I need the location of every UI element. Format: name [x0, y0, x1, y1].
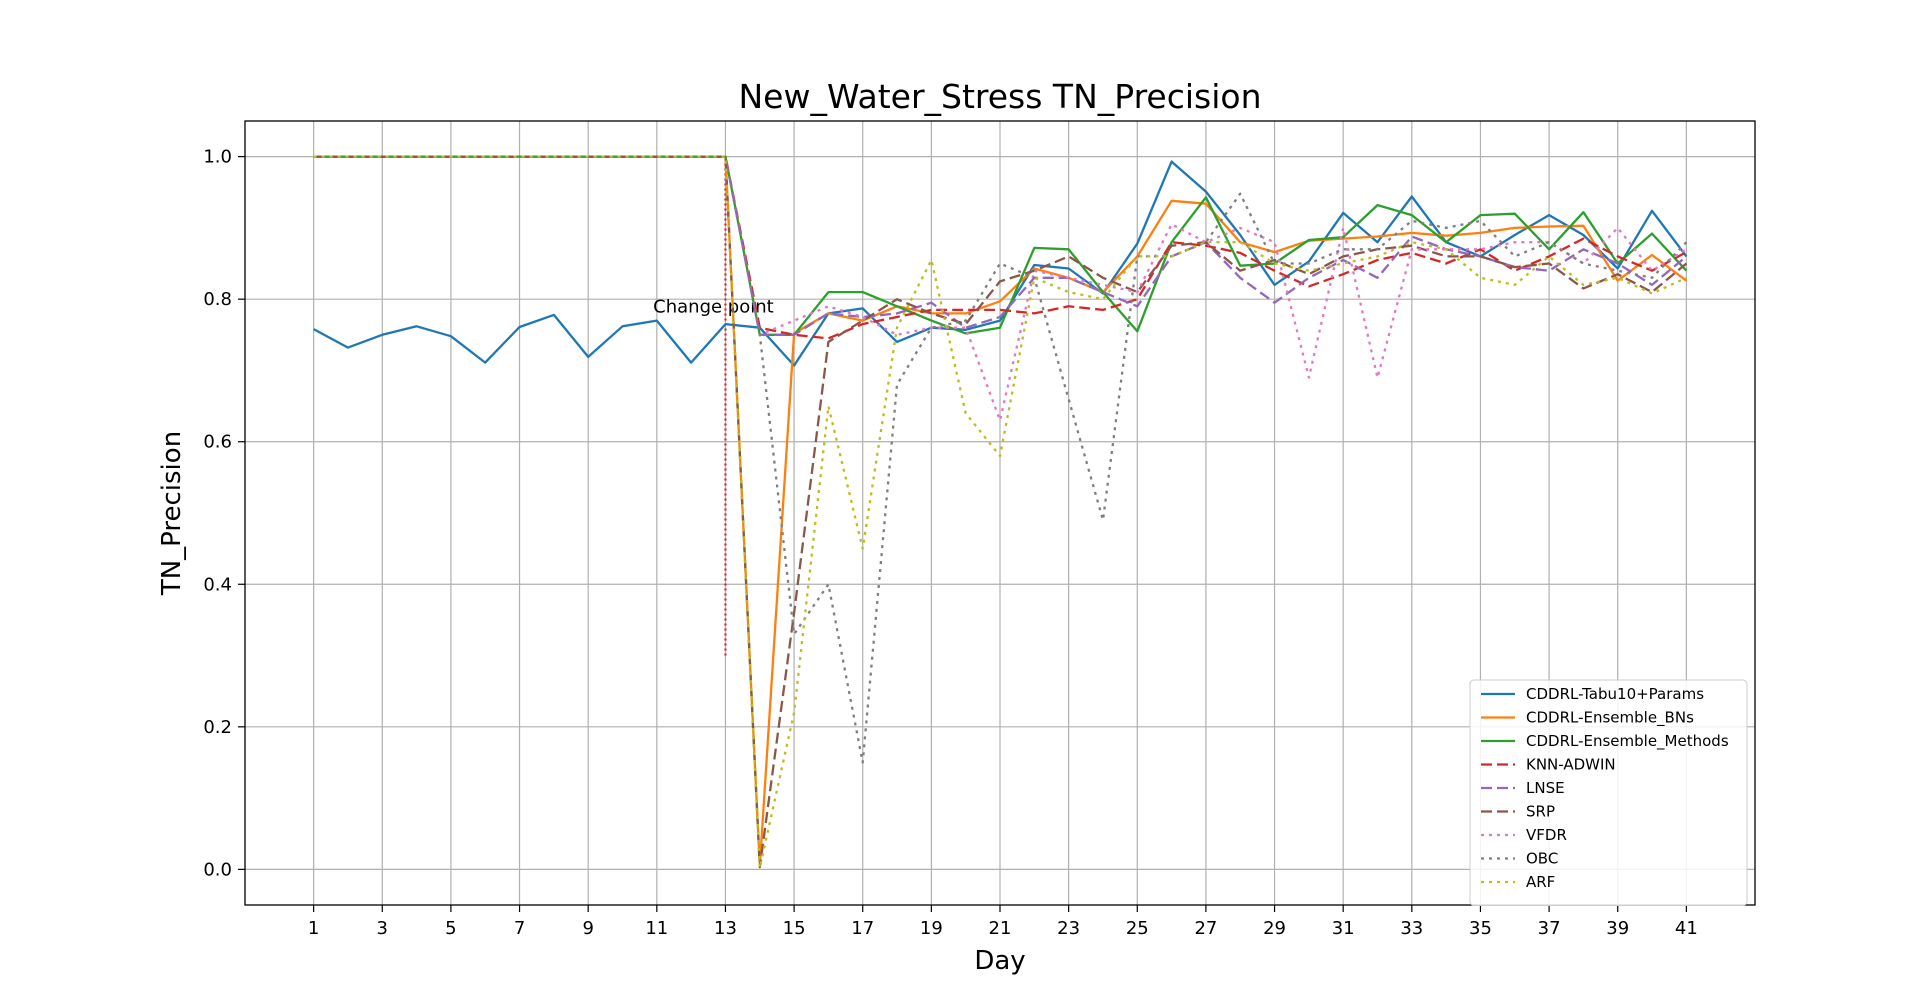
x-tick-label: 19	[920, 918, 943, 939]
x-tick-label: 33	[1400, 918, 1423, 939]
x-tick-label: 5	[445, 918, 456, 939]
x-tick-label: 25	[1126, 918, 1149, 939]
y-axis-label: TN_Precision	[157, 431, 187, 596]
y-tick-label: 0.0	[203, 859, 232, 880]
series-line-cddrl-tabu10-params	[313, 160, 1688, 367]
y-tick-label: 0.8	[203, 289, 232, 310]
x-tick-label: 11	[645, 918, 668, 939]
x-axis-ticks: 1 3 5 7 9 11 13 15 17 19 21 23 25 27 29 31 33 35 37 39 41	[308, 905, 1698, 939]
chart-title: New_Water_Stress TN_Precision	[738, 77, 1261, 116]
legend-entry: LNSE	[1526, 779, 1565, 797]
series-lines	[313, 155, 1688, 870]
y-tick-label: 0.4	[203, 574, 232, 595]
x-tick-label: 29	[1263, 918, 1286, 939]
y-tick-label: 1.0	[203, 147, 232, 168]
legend-entry: CDDRL-Tabu10+Params	[1526, 685, 1704, 703]
x-tick-label: 13	[714, 918, 737, 939]
x-tick-label: 37	[1538, 918, 1561, 939]
x-tick-label: 27	[1194, 918, 1217, 939]
legend-entry: ARF	[1526, 873, 1555, 891]
x-tick-label: 31	[1332, 918, 1355, 939]
x-tick-label: 23	[1057, 918, 1080, 939]
x-tick-label: 21	[989, 918, 1012, 939]
x-tick-label: 7	[514, 918, 525, 939]
x-tick-label: 39	[1606, 918, 1629, 939]
y-tick-label: 0.2	[203, 717, 232, 738]
change-point-annotation: Change point	[653, 156, 774, 656]
x-tick-label: 17	[851, 918, 874, 939]
x-tick-label: 35	[1469, 918, 1492, 939]
x-tick-label: 15	[783, 918, 806, 939]
legend-entry: VFDR	[1526, 826, 1567, 844]
x-axis-label: Day	[974, 946, 1025, 976]
legend-entry: OBC	[1526, 850, 1558, 868]
legend-entry: CDDRL-Ensemble_BNs	[1526, 709, 1694, 728]
x-tick-label: 41	[1675, 918, 1698, 939]
x-tick-label: 3	[377, 918, 388, 939]
legend-entry: KNN-ADWIN	[1526, 756, 1616, 774]
x-tick-label: 1	[308, 918, 319, 939]
series-line-arf	[313, 155, 1687, 870]
series-line-srp	[313, 155, 1688, 869]
legend-entry: SRP	[1526, 803, 1555, 821]
legend-box	[1469, 679, 1748, 906]
y-axis-ticks: 0.0 0.2 0.4 0.6 0.8 1.0	[203, 147, 245, 880]
legend-entry: CDDRL-Ensemble_Methods	[1526, 732, 1729, 751]
y-tick-label: 0.6	[203, 432, 232, 453]
x-tick-label: 9	[582, 918, 593, 939]
change-point-label: Change point	[653, 296, 774, 317]
legend: CDDRL-Tabu10+Params CDDRL-Ensemble_BNs CDD…	[1469, 679, 1748, 906]
